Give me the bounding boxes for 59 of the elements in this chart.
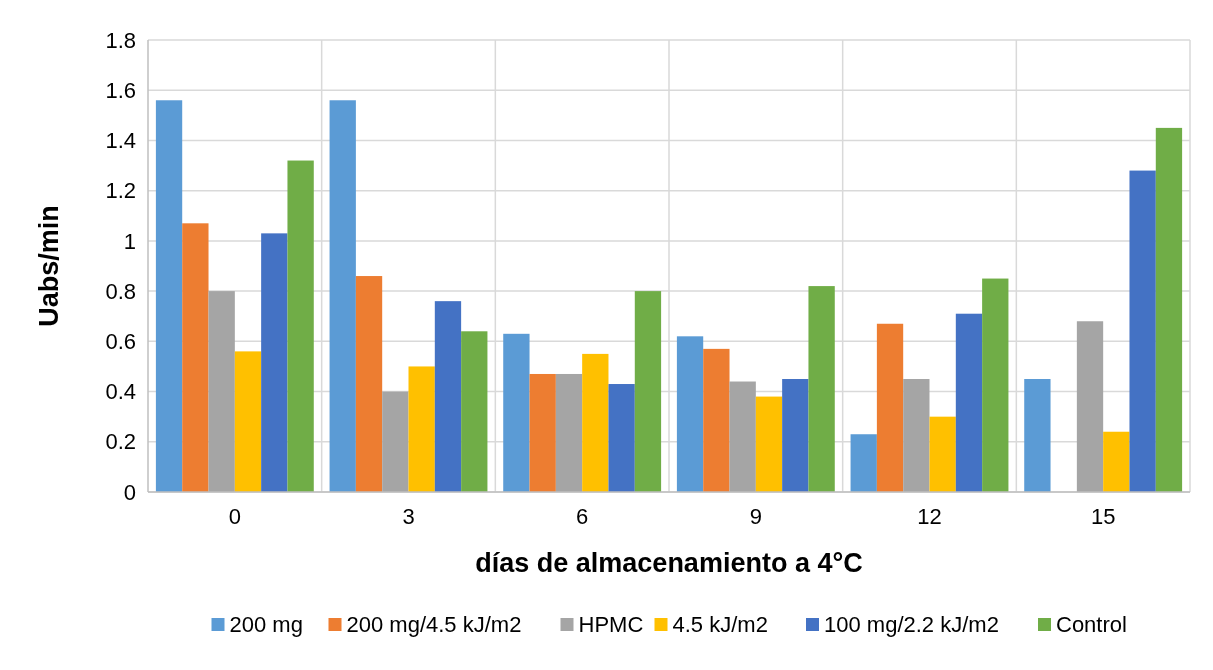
bar <box>582 353 609 492</box>
x-tick-label: 6 <box>576 504 589 529</box>
y-tick-label: 1.2 <box>105 178 136 204</box>
bar <box>929 416 956 492</box>
x-tick-label: 12 <box>917 504 942 529</box>
bar <box>1155 127 1183 492</box>
legend-label: Control <box>1056 612 1127 637</box>
bar <box>876 323 904 492</box>
bar <box>555 373 583 492</box>
legend-label: 100 mg/2.2 kJ/m2 <box>824 612 999 637</box>
bar <box>850 434 877 492</box>
bar <box>208 291 235 492</box>
x-tick-label: 9 <box>749 504 762 529</box>
y-tick-label: 1.6 <box>105 77 136 103</box>
legend-label: 200 mg <box>229 612 303 637</box>
bar <box>408 366 435 492</box>
y-tick-label: 0.4 <box>105 379 136 405</box>
bar <box>782 379 809 492</box>
bar <box>608 384 635 492</box>
y-tick-label: 1.8 <box>105 27 136 53</box>
bar <box>982 278 1009 492</box>
bar <box>287 160 314 492</box>
bar <box>634 291 662 492</box>
bar <box>182 223 209 492</box>
legend-label: 4.5 kJ/m2 <box>672 612 768 637</box>
bar <box>261 233 288 492</box>
y-tick-label: 1.4 <box>105 128 136 154</box>
bar <box>434 301 462 492</box>
x-axis-title: días de almacenamiento a 4°C <box>475 548 863 578</box>
bar <box>676 336 704 492</box>
y-tick-label: 0.6 <box>105 329 136 355</box>
x-tick-label: 0 <box>228 504 241 529</box>
y-tick-label: 0.8 <box>105 278 136 304</box>
bar <box>755 396 783 492</box>
bar <box>729 381 756 492</box>
x-tick-label: 15 <box>1090 504 1116 529</box>
legend-label: HPMC <box>578 612 644 637</box>
bar <box>355 276 383 492</box>
y-tick-label: 0.2 <box>105 429 136 455</box>
bar <box>382 391 409 492</box>
bar <box>329 100 356 492</box>
bar <box>529 373 556 492</box>
bar <box>155 100 183 492</box>
bar <box>1103 431 1130 492</box>
bar <box>703 348 730 492</box>
y-tick-label: 0 <box>123 479 136 505</box>
bar <box>955 313 983 492</box>
legend-label: 200 mg/4.5 kJ/m2 <box>346 612 522 637</box>
bar <box>903 379 930 492</box>
bar <box>461 331 488 492</box>
y-tick-label: 1 <box>123 228 136 254</box>
bar <box>1129 170 1156 492</box>
bar <box>808 286 835 492</box>
x-tick-label: 3 <box>402 504 415 529</box>
bar <box>1024 379 1051 492</box>
bar <box>234 351 262 492</box>
bar <box>1076 321 1104 492</box>
bar <box>503 333 530 492</box>
y-axis-title: Uabs/min <box>34 205 64 327</box>
